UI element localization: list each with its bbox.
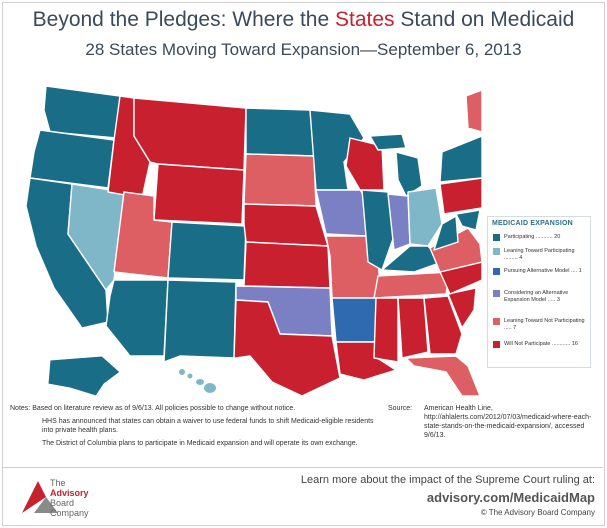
state-alaska [47,355,121,396]
state-mississippi [373,297,399,363]
legend-item-participating: Participating ........... 20 [493,234,586,241]
state-georgia [423,295,463,355]
state-virginia [429,227,482,273]
state-pennsylvania [439,177,482,215]
legend-item-will-not-participate: Will Not Participate ............ 16 [493,341,586,348]
state-florida [405,355,481,396]
state-west-virginia [433,215,459,251]
legend-item-pursuing-alternative: Pursuing Alternative Model .... 1 [493,268,586,275]
notes-line-2: HHS has announced that states can obtain… [42,418,374,434]
page-subtitle: 28 States Moving Toward Expansion—Septem… [85,40,522,59]
state-north-dakota [245,107,315,157]
state-south-dakota [243,153,317,207]
state-kansas [243,241,331,289]
legend-swatch [493,341,500,348]
state-new-mexico [163,279,237,363]
legend-item-considering-alternative: Considering an Alternative Expansion Mod… [493,290,586,304]
legend-title: MEDICAID EXPANSION [492,220,573,227]
cta-text: Learn more about the impact of the Supre… [300,474,595,486]
legend-swatch [493,290,500,297]
source-label: Source: [388,405,413,412]
legend-swatch [493,234,500,241]
state-hawaii [179,369,216,393]
state-montana [133,97,247,171]
state-maine [465,89,482,133]
state-new-jersey-maryland [455,209,481,231]
legend-item-leaning-not-participating: Leaning Toward Not Participating ..... 7 [493,318,586,332]
state-colorado [167,221,247,281]
legend-swatch [493,318,500,325]
state-alabama [397,297,429,359]
state-nebraska [243,203,329,247]
legend-swatch [493,268,500,275]
notes-line-1: Based on literature review as of 9/6/13.… [32,405,296,412]
legend-swatch [493,248,500,255]
footer-divider [2,467,603,468]
state-new-york [439,135,482,183]
state-texas [221,299,341,396]
source-block: Source: American Health Line, http://ahl… [388,404,598,440]
state-ohio [407,187,443,247]
state-wyoming [153,163,245,225]
legend-box: MEDICAID EXPANSION Participating .......… [487,216,591,368]
logo-wordmark: The Advisory Board Company [50,478,89,518]
state-washington [43,85,121,139]
legend-item-leaning-toward-participating: Leaning Toward Participating ......... 4 [493,248,586,262]
page-title: Beyond the Pledges: Where the States Sta… [32,8,575,31]
cta-link[interactable]: advisory.com/MedicaidMap [426,490,595,505]
notes-label: Notes: [10,405,31,412]
advisory-board-logo-icon [22,481,58,513]
notes-block: Notes: Based on literature review as of … [10,404,380,452]
us-medicaid-map [25,85,482,396]
state-arizona [105,279,169,357]
state-tennessee [373,271,451,299]
copyright: © The Advisory Board Company [480,508,595,517]
source-text: American Health Line, http://ahlalerts.c… [424,405,592,439]
notes-line-3: The District of Columbia plans to partic… [42,440,358,447]
state-south-carolina [447,287,477,329]
